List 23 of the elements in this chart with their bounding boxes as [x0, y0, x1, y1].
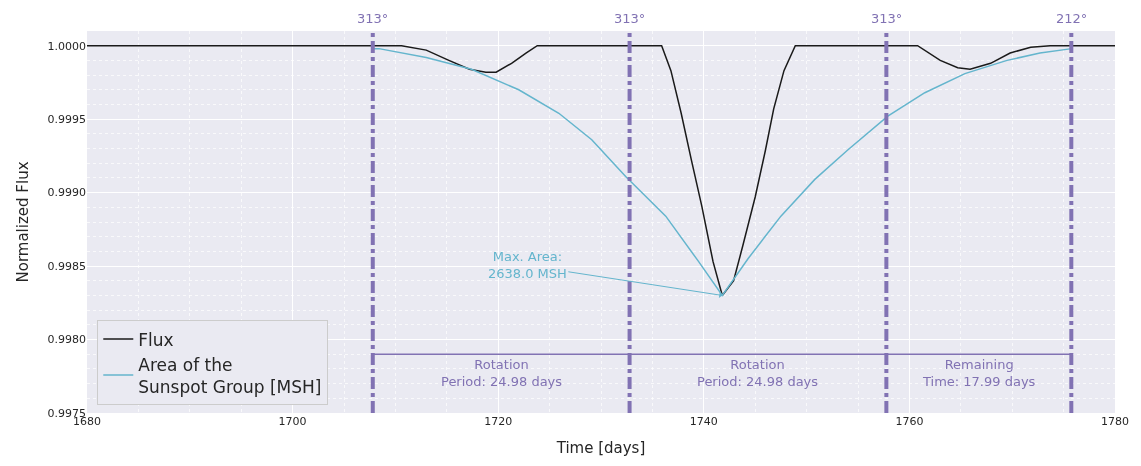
legend-label: Area of the Sunspot Group [MSH]	[138, 354, 322, 397]
y-tick-label: 0.9990	[47, 186, 86, 200]
y-tick-label: 0.9995	[47, 113, 86, 126]
x-axis-title: Time [days]	[555, 439, 646, 457]
line-series	[87, 44, 1115, 297]
text: 313°	[871, 11, 903, 26]
annotation: Max. Area: 2638.0 MSH	[488, 249, 567, 281]
text: 313°	[614, 11, 646, 26]
x-tick-label: 1740	[689, 415, 718, 428]
y-axis-title: Normalized Flux	[13, 161, 32, 283]
text: 313°	[357, 11, 389, 26]
text: 212°	[1056, 11, 1088, 26]
annotation: Rotation Period: 24.98 days	[697, 357, 819, 389]
annotation: Remaining Time: 17.99 days	[922, 357, 1036, 389]
legend-label: Flux	[138, 329, 174, 350]
annotation: Rotation Period: 24.98 days	[441, 357, 563, 389]
y-tick-label: 0.9985	[47, 259, 86, 273]
x-tick-label: 1700	[278, 415, 307, 428]
x-tick-label: 1720	[484, 415, 513, 428]
x-tick-label: 1760	[895, 415, 924, 428]
x-tick-label: 1780	[1101, 415, 1129, 428]
y-tick-label: 0.9980	[47, 333, 86, 347]
y-tick-label: 1.0000	[47, 39, 86, 53]
